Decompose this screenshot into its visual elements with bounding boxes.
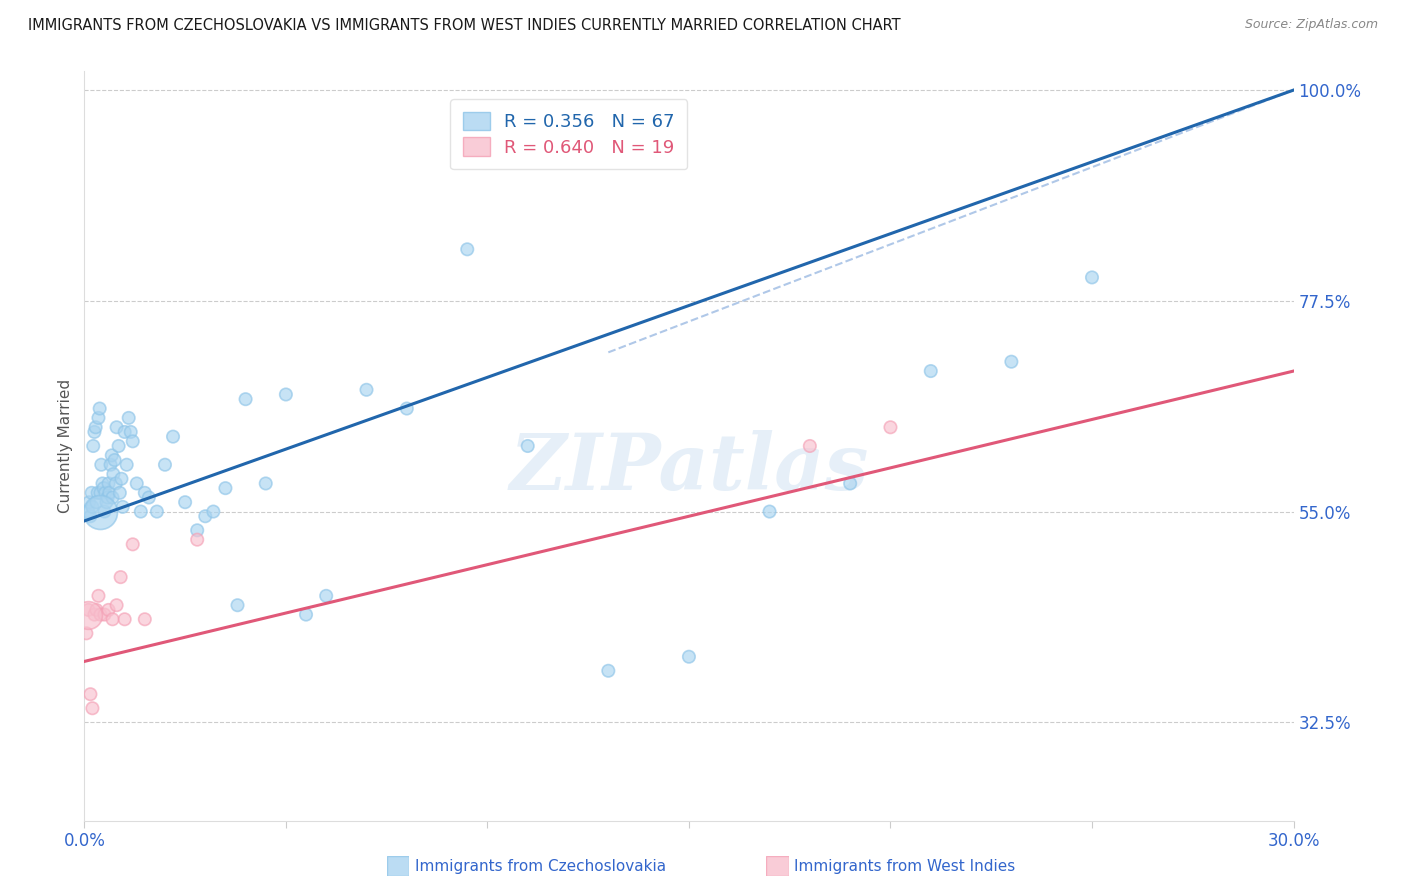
Point [110, 472, 132, 486]
Point [214, 481, 236, 495]
Point [920, 364, 942, 378]
Point [105, 599, 128, 613]
Point [77, 505, 100, 519]
Point [114, 612, 136, 626]
Point [456, 243, 478, 257]
Point [105, 420, 128, 434]
Point [107, 439, 129, 453]
Point [77, 495, 100, 509]
Point [97, 491, 120, 505]
Point [76, 607, 98, 622]
Point [186, 524, 208, 538]
Point [87, 589, 110, 603]
Point [118, 411, 141, 425]
Point [120, 425, 142, 439]
Point [93, 481, 115, 495]
Point [96, 495, 118, 509]
Point [83, 425, 105, 439]
Point [101, 491, 124, 505]
Point [89, 401, 111, 416]
Point [758, 505, 780, 519]
Point [194, 509, 217, 524]
Point [86, 486, 108, 500]
Point [94, 486, 117, 500]
Point [138, 491, 160, 505]
Point [598, 664, 620, 678]
Point [134, 612, 156, 626]
Point [79, 687, 101, 701]
Point [356, 383, 378, 397]
Point [274, 387, 297, 401]
Point [79, 509, 101, 524]
Point [146, 505, 169, 519]
Point [104, 476, 127, 491]
Point [82, 500, 104, 514]
Point [516, 439, 538, 453]
Legend: R = 0.356   N = 67, R = 0.640   N = 19: R = 0.356 N = 67, R = 0.640 N = 19 [450, 99, 688, 169]
Point [315, 589, 337, 603]
Point [93, 607, 115, 622]
Point [84, 420, 107, 434]
Point [91, 476, 114, 491]
Point [104, 453, 127, 467]
Point [97, 476, 120, 491]
Text: Immigrants from Czechoslovakia: Immigrants from Czechoslovakia [415, 859, 666, 873]
Point [254, 476, 277, 491]
Point [100, 449, 122, 463]
Point [678, 649, 700, 664]
Point [101, 612, 124, 626]
Point [75, 626, 97, 640]
Point [93, 505, 115, 519]
Point [89, 505, 111, 519]
Point [111, 500, 134, 514]
Text: ZIPatlas: ZIPatlas [509, 430, 869, 507]
Point [100, 458, 122, 472]
Point [115, 458, 138, 472]
Point [83, 607, 105, 622]
Point [235, 392, 257, 407]
Point [186, 533, 208, 547]
Point [114, 425, 136, 439]
Point [121, 434, 143, 449]
Point [153, 458, 176, 472]
Point [89, 607, 111, 622]
Point [103, 467, 125, 482]
Point [839, 476, 862, 491]
Y-axis label: Currently Married: Currently Married [58, 379, 73, 513]
Point [89, 486, 111, 500]
Point [799, 439, 821, 453]
Text: Source: ZipAtlas.com: Source: ZipAtlas.com [1244, 18, 1378, 31]
Point [295, 607, 318, 622]
Point [77, 603, 100, 617]
Point [82, 701, 104, 715]
Point [162, 430, 184, 444]
Point [134, 486, 156, 500]
Point [125, 476, 148, 491]
Point [879, 420, 901, 434]
Point [86, 603, 108, 617]
Point [121, 537, 143, 551]
Text: IMMIGRANTS FROM CZECHOSLOVAKIA VS IMMIGRANTS FROM WEST INDIES CURRENTLY MARRIED : IMMIGRANTS FROM CZECHOSLOVAKIA VS IMMIGR… [28, 18, 901, 33]
Point [108, 486, 131, 500]
Point [1000, 355, 1022, 369]
Text: Immigrants from West Indies: Immigrants from West Indies [794, 859, 1015, 873]
Point [129, 505, 152, 519]
Point [86, 495, 108, 509]
Point [395, 401, 418, 416]
Point [174, 495, 197, 509]
Point [110, 570, 132, 584]
Point [97, 603, 120, 617]
Point [202, 505, 225, 519]
Point [87, 411, 110, 425]
Point [98, 486, 121, 500]
Point [80, 486, 103, 500]
Point [90, 458, 112, 472]
Point [82, 439, 104, 453]
Point [1081, 270, 1104, 285]
Point [226, 599, 249, 613]
